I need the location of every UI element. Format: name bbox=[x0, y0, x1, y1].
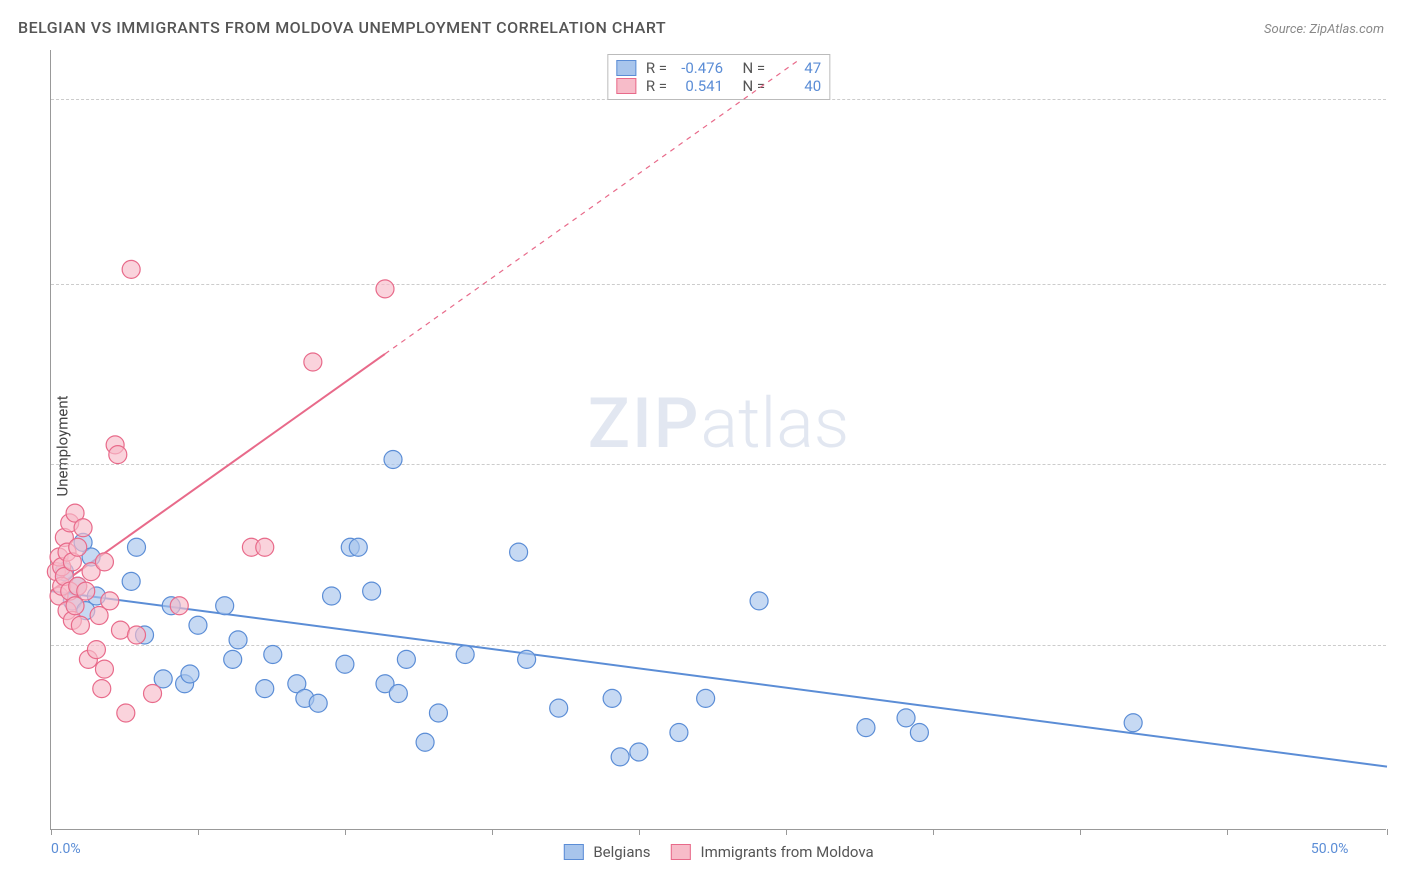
data-point-belgians bbox=[456, 646, 474, 664]
scatter-svg bbox=[51, 50, 1386, 829]
source-value: ZipAtlas.com bbox=[1309, 22, 1384, 37]
legend: Belgians Immigrants from Moldova bbox=[563, 843, 873, 861]
legend-item-moldova: Immigrants from Moldova bbox=[671, 843, 874, 861]
x-tick-label: 50.0% bbox=[1311, 841, 1349, 857]
chart-title: BELGIAN VS IMMIGRANTS FROM MOLDOVA UNEMP… bbox=[18, 18, 666, 37]
y-tick-label: 7.5% bbox=[1391, 456, 1406, 472]
data-point-belgians bbox=[510, 543, 528, 561]
plot-area: ZIPatlas 3.8%7.5%11.2%15.0% R = -0.476 N… bbox=[50, 50, 1386, 830]
data-point-belgians bbox=[189, 616, 207, 634]
data-point-moldova bbox=[71, 616, 89, 634]
data-point-moldova bbox=[77, 582, 95, 600]
data-point-moldova bbox=[128, 626, 146, 644]
data-point-belgians bbox=[416, 733, 434, 751]
y-tick-label: 15.0% bbox=[1391, 91, 1406, 107]
data-point-belgians bbox=[603, 689, 621, 707]
data-point-moldova bbox=[376, 280, 394, 298]
data-point-moldova bbox=[95, 660, 113, 678]
data-point-belgians bbox=[630, 743, 648, 761]
trendline-belgians bbox=[51, 591, 1387, 767]
y-tick-label: 11.2% bbox=[1391, 276, 1406, 292]
trendline-dashed-moldova bbox=[385, 60, 799, 354]
data-point-belgians bbox=[389, 685, 407, 703]
x-tick bbox=[51, 829, 52, 835]
data-point-belgians bbox=[216, 597, 234, 615]
legend-swatch-moldova bbox=[671, 844, 691, 860]
data-point-belgians bbox=[349, 538, 367, 556]
x-tick bbox=[1387, 829, 1388, 835]
x-tick bbox=[492, 829, 493, 835]
data-point-moldova bbox=[87, 641, 105, 659]
x-tick bbox=[933, 829, 934, 835]
x-tick bbox=[1227, 829, 1228, 835]
x-tick bbox=[198, 829, 199, 835]
data-point-belgians bbox=[550, 699, 568, 717]
data-point-moldova bbox=[256, 538, 274, 556]
x-tick bbox=[1080, 829, 1081, 835]
data-point-moldova bbox=[101, 592, 119, 610]
data-point-belgians bbox=[323, 587, 341, 605]
data-point-belgians bbox=[336, 655, 354, 673]
data-point-belgians bbox=[224, 650, 242, 668]
source-attribution: Source: ZipAtlas.com bbox=[1264, 22, 1384, 37]
data-point-belgians bbox=[857, 719, 875, 737]
data-point-belgians bbox=[363, 582, 381, 600]
x-tick-label: 0.0% bbox=[51, 841, 81, 857]
x-tick bbox=[345, 829, 346, 835]
data-point-moldova bbox=[304, 353, 322, 371]
data-point-belgians bbox=[256, 680, 274, 698]
data-point-belgians bbox=[229, 631, 247, 649]
data-point-belgians bbox=[309, 694, 327, 712]
data-point-belgians bbox=[697, 689, 715, 707]
legend-item-belgians: Belgians bbox=[563, 843, 650, 861]
x-tick bbox=[786, 829, 787, 835]
data-point-moldova bbox=[111, 621, 129, 639]
data-point-moldova bbox=[144, 685, 162, 703]
data-point-belgians bbox=[897, 709, 915, 727]
y-tick-label: 3.8% bbox=[1391, 637, 1406, 653]
data-point-moldova bbox=[69, 538, 87, 556]
data-point-belgians bbox=[1124, 714, 1142, 732]
data-point-moldova bbox=[117, 704, 135, 722]
data-point-moldova bbox=[109, 446, 127, 464]
source-label: Source: bbox=[1264, 22, 1306, 37]
data-point-belgians bbox=[128, 538, 146, 556]
x-tick bbox=[639, 829, 640, 835]
data-point-belgians bbox=[611, 748, 629, 766]
data-point-belgians bbox=[518, 650, 536, 668]
data-point-belgians bbox=[122, 572, 140, 590]
data-point-belgians bbox=[181, 665, 199, 683]
data-point-moldova bbox=[74, 519, 92, 537]
legend-label-belgians: Belgians bbox=[593, 843, 650, 861]
data-point-belgians bbox=[384, 451, 402, 469]
legend-swatch-belgians bbox=[563, 844, 583, 860]
data-point-belgians bbox=[264, 646, 282, 664]
data-point-moldova bbox=[122, 260, 140, 278]
data-point-moldova bbox=[170, 597, 188, 615]
data-point-moldova bbox=[93, 680, 111, 698]
data-point-belgians bbox=[910, 724, 928, 742]
data-point-belgians bbox=[670, 724, 688, 742]
data-point-moldova bbox=[95, 553, 113, 571]
legend-label-moldova: Immigrants from Moldova bbox=[701, 843, 874, 861]
data-point-belgians bbox=[397, 650, 415, 668]
data-point-belgians bbox=[750, 592, 768, 610]
data-point-belgians bbox=[429, 704, 447, 722]
